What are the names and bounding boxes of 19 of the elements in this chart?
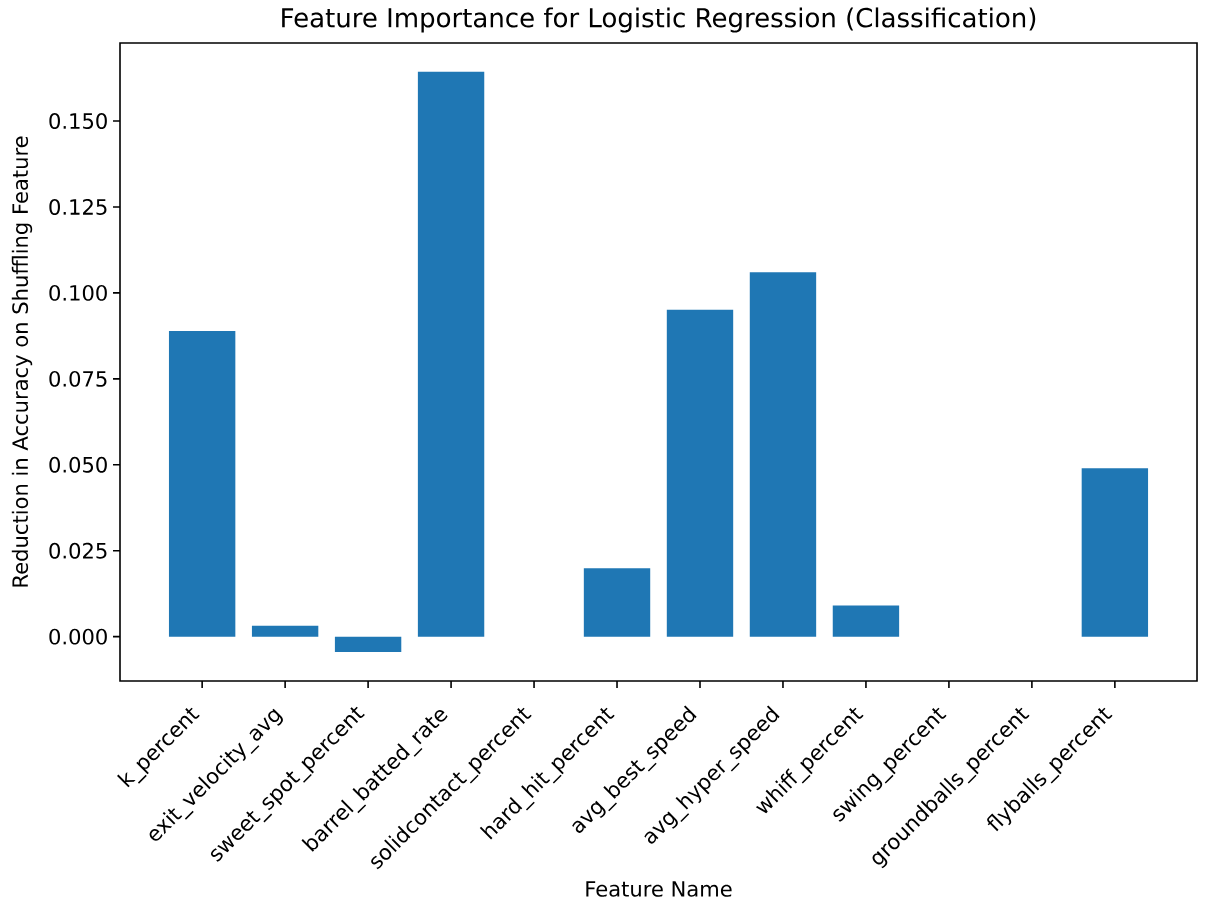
bar bbox=[168, 331, 236, 637]
bar bbox=[417, 71, 485, 637]
y-axis-title: Reduction in Accuracy on Shuffling Feature bbox=[11, 136, 33, 587]
y-tick-label: 0.025 bbox=[49, 542, 107, 559]
bar bbox=[832, 605, 900, 637]
y-tick-label: 0.000 bbox=[49, 628, 107, 645]
chart-title: Feature Importance for Logistic Regression (Classification) bbox=[282, 7, 1036, 33]
y-tick-label: 0.050 bbox=[49, 456, 107, 473]
bar bbox=[583, 568, 651, 637]
y-tick-label: 0.100 bbox=[49, 284, 107, 301]
bar bbox=[334, 636, 402, 653]
y-tick-label: 0.075 bbox=[49, 370, 107, 387]
bar bbox=[251, 625, 319, 637]
y-tick-label: 0.150 bbox=[49, 113, 107, 129]
y-tick-label: 0.125 bbox=[49, 199, 107, 215]
bar bbox=[1081, 468, 1149, 637]
x-axis-title: Feature Name bbox=[586, 881, 732, 897]
bar bbox=[749, 272, 817, 637]
bar bbox=[666, 309, 734, 637]
